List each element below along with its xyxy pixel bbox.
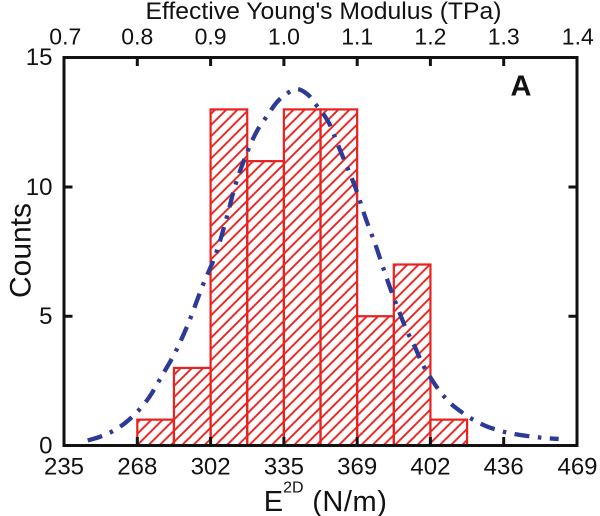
svg-text:A: A xyxy=(511,71,532,103)
svg-text:0.8: 0.8 xyxy=(121,23,153,49)
svg-text:1.1: 1.1 xyxy=(341,23,373,49)
svg-text:235: 235 xyxy=(44,454,84,481)
svg-text:436: 436 xyxy=(484,454,524,481)
svg-text:0.7: 0.7 xyxy=(49,23,81,49)
svg-text:402: 402 xyxy=(410,454,450,481)
svg-text:369: 369 xyxy=(337,454,377,481)
svg-text:1.2: 1.2 xyxy=(414,23,446,49)
svg-text:469: 469 xyxy=(557,454,597,481)
svg-text:0: 0 xyxy=(39,432,52,459)
svg-text:10: 10 xyxy=(26,174,53,201)
svg-text:335: 335 xyxy=(264,454,304,481)
svg-text:Effective Young's Modulus (TPa: Effective Young's Modulus (TPa) xyxy=(146,0,502,25)
svg-text:15: 15 xyxy=(26,44,53,71)
svg-text:1.4: 1.4 xyxy=(562,23,594,49)
svg-text:268: 268 xyxy=(117,454,157,481)
svg-text:1.3: 1.3 xyxy=(488,23,520,49)
svg-text:0.9: 0.9 xyxy=(195,23,227,49)
svg-text:5: 5 xyxy=(39,303,52,330)
svg-text:E2D (N/m): E2D (N/m) xyxy=(264,480,388,516)
svg-text:Counts: Counts xyxy=(5,203,38,298)
svg-text:1.0: 1.0 xyxy=(268,23,300,49)
svg-text:302: 302 xyxy=(191,454,231,481)
